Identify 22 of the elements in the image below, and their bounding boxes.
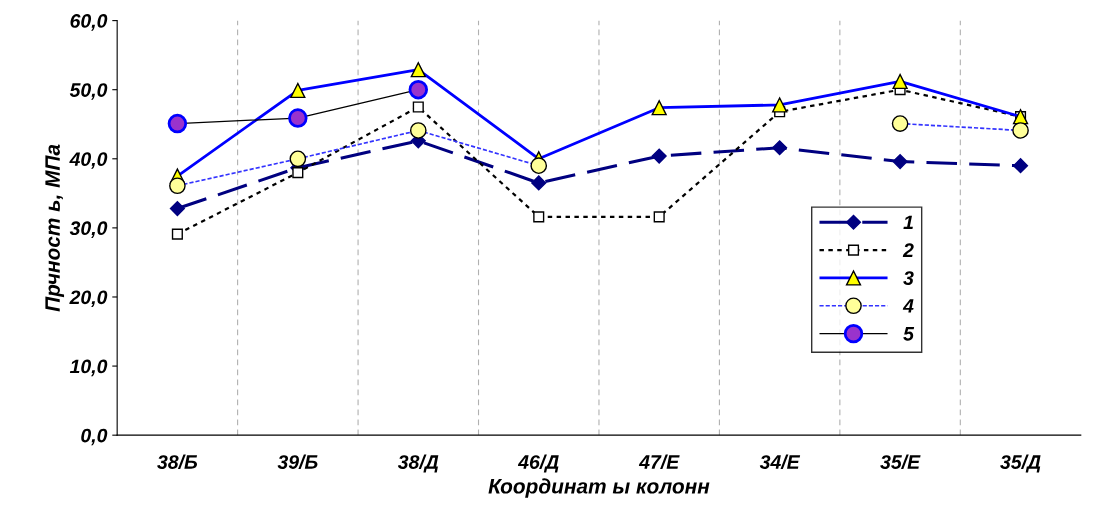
y-tick-label: 40,0: [69, 152, 108, 169]
x-tick-label: 34/Е: [759, 454, 801, 470]
y-axis-title: Прчност ь, МПа: [45, 144, 65, 312]
x-tick-label: 35/Д: [1000, 454, 1041, 473]
y-tick-label: 0,0: [81, 428, 108, 446]
legend-label: 4: [902, 299, 914, 313]
x-tick-label: 35/Е: [880, 454, 921, 470]
legend-label: 3: [903, 271, 914, 285]
y-tick-label: 30,0: [69, 221, 108, 238]
y-tick-label: 10,0: [69, 359, 108, 377]
x-tick-label: 38/Д: [397, 454, 439, 473]
x-axis-title: Координат ы колонн: [488, 478, 710, 498]
x-tick-label: 46/Д: [517, 454, 559, 473]
y-tick-label: 20,0: [69, 290, 108, 308]
x-tick-label: 47/Е: [638, 454, 680, 470]
legend-label: 1: [903, 215, 913, 230]
legend-label: 5: [903, 327, 915, 341]
y-tick-label: 50,0: [69, 83, 108, 100]
y-tick-label: 60,0: [70, 14, 108, 31]
x-tick-label: 39/Б: [277, 454, 318, 470]
legend-label: 2: [902, 243, 914, 257]
x-tick-label: 38/Б: [157, 454, 198, 470]
